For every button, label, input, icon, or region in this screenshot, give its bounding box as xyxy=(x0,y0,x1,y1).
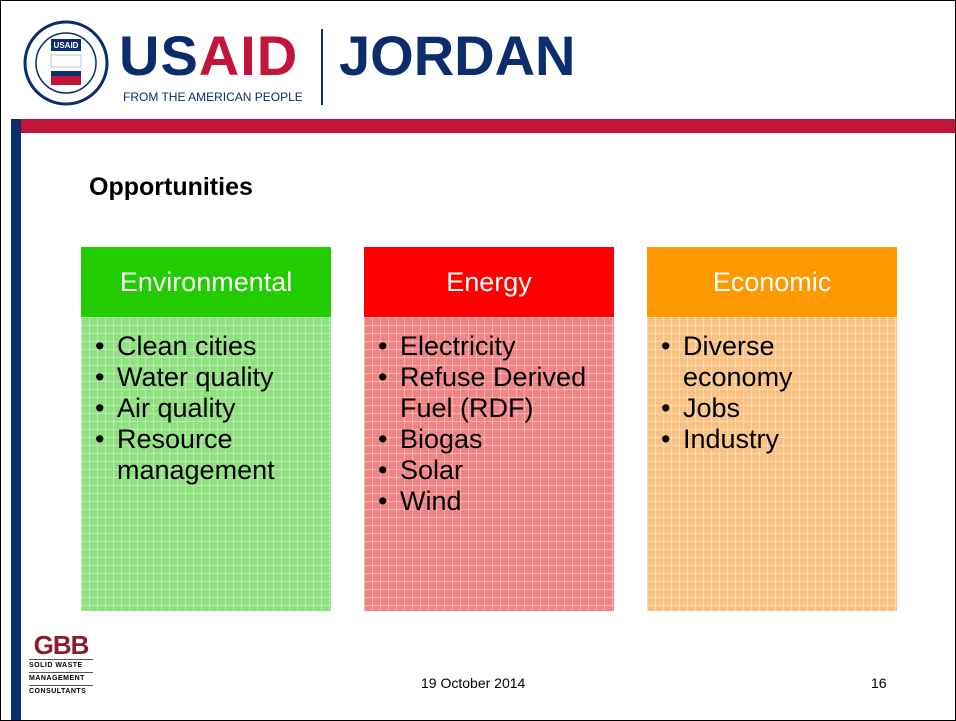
bullet-item: Electricity xyxy=(374,331,589,362)
separator xyxy=(321,29,323,105)
bullet-item: Clean cities xyxy=(91,331,306,362)
seal-text: USAID xyxy=(54,41,79,50)
gbb-logo: GBB SOLID WASTE MANAGEMENT CONSULTANTS xyxy=(29,631,93,698)
bullet-item: Biogas xyxy=(374,424,589,455)
tagline: FROM THE AMERICAN PEOPLE xyxy=(123,90,303,104)
column: Energy ElectricityRefuse Derived Fuel (RD… xyxy=(364,247,614,611)
slide-title: Opportunities xyxy=(89,173,253,201)
red-bar xyxy=(11,119,955,133)
bullet-item: Air quality xyxy=(91,393,306,424)
column-heading: Environmental xyxy=(81,247,331,317)
bullet-item: Refuse Derived Fuel (RDF) xyxy=(374,362,589,424)
bullet-item: Water quality xyxy=(91,362,306,393)
bullet-item: Industry xyxy=(657,424,872,455)
bullet-item: Diverse economy xyxy=(657,331,872,393)
bullet-item: Jobs xyxy=(657,393,872,424)
brand: USAID xyxy=(119,23,298,88)
gbb-line: MANAGEMENT xyxy=(29,672,93,685)
column-heading: Economic xyxy=(647,247,897,317)
gbb-line: SOLID WASTE xyxy=(29,659,93,672)
column-body: Clean citiesWater qualityAir qualityReso… xyxy=(81,317,331,611)
bullet-list: Clean citiesWater qualityAir qualityReso… xyxy=(91,331,306,486)
date: 19 October 2014 xyxy=(421,675,526,691)
brand-right: AID xyxy=(198,24,299,87)
column-heading: Energy xyxy=(364,247,614,317)
country: JORDAN xyxy=(339,24,576,87)
brand-left: US xyxy=(119,24,199,87)
seal: USAID xyxy=(23,20,109,106)
column-body: Diverse economyJobsIndustry xyxy=(647,317,897,611)
column-body: ElectricityRefuse Derived Fuel (RDF)Biog… xyxy=(364,317,614,611)
bullet-list: Diverse economyJobsIndustry xyxy=(657,331,872,455)
gbb-mark: GBB xyxy=(33,630,90,660)
column: Economic Diverse economyJobsIndustry xyxy=(647,247,897,611)
blue-bar xyxy=(11,119,21,720)
column: Environmental Clean citiesWater qualityAi… xyxy=(81,247,331,611)
bullet-item: Wind xyxy=(374,486,589,517)
bullet-list: ElectricityRefuse Derived Fuel (RDF)Biog… xyxy=(374,331,589,517)
page-number: 16 xyxy=(871,675,887,691)
bullet-item: Resource management xyxy=(91,424,306,486)
bullet-item: Solar xyxy=(374,455,589,486)
gbb-line: CONSULTANTS xyxy=(29,685,93,698)
